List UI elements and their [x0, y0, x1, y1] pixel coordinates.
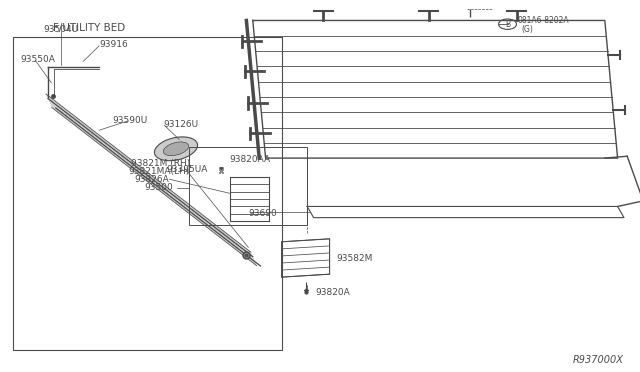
Text: 93690: 93690 — [248, 209, 277, 218]
Text: 93820A: 93820A — [315, 288, 349, 296]
Text: (G): (G) — [522, 25, 534, 34]
Text: 93504U: 93504U — [44, 25, 79, 34]
Text: 93590U: 93590U — [112, 116, 147, 125]
Text: 081A6-8202A: 081A6-8202A — [517, 16, 569, 25]
Text: F/UTILITY BED: F/UTILITY BED — [54, 23, 125, 33]
Ellipse shape — [163, 142, 189, 155]
Bar — [189, 147, 307, 225]
Ellipse shape — [154, 137, 198, 161]
Text: 93826A: 93826A — [134, 175, 169, 184]
Text: 93820AA: 93820AA — [229, 155, 270, 164]
Text: B: B — [505, 20, 510, 29]
Text: 93582M: 93582M — [336, 254, 372, 263]
Text: 93916: 93916 — [99, 40, 128, 49]
Text: 93126U: 93126U — [163, 120, 198, 129]
Text: 93821MA(LH): 93821MA(LH) — [128, 167, 189, 176]
Text: 93550A: 93550A — [20, 55, 55, 64]
Bar — [13, 37, 282, 350]
Text: 93500: 93500 — [144, 183, 173, 192]
Text: 93821M (RH): 93821M (RH) — [131, 159, 191, 168]
Text: R937000X: R937000X — [573, 355, 624, 365]
Text: 93395UA: 93395UA — [166, 165, 208, 174]
